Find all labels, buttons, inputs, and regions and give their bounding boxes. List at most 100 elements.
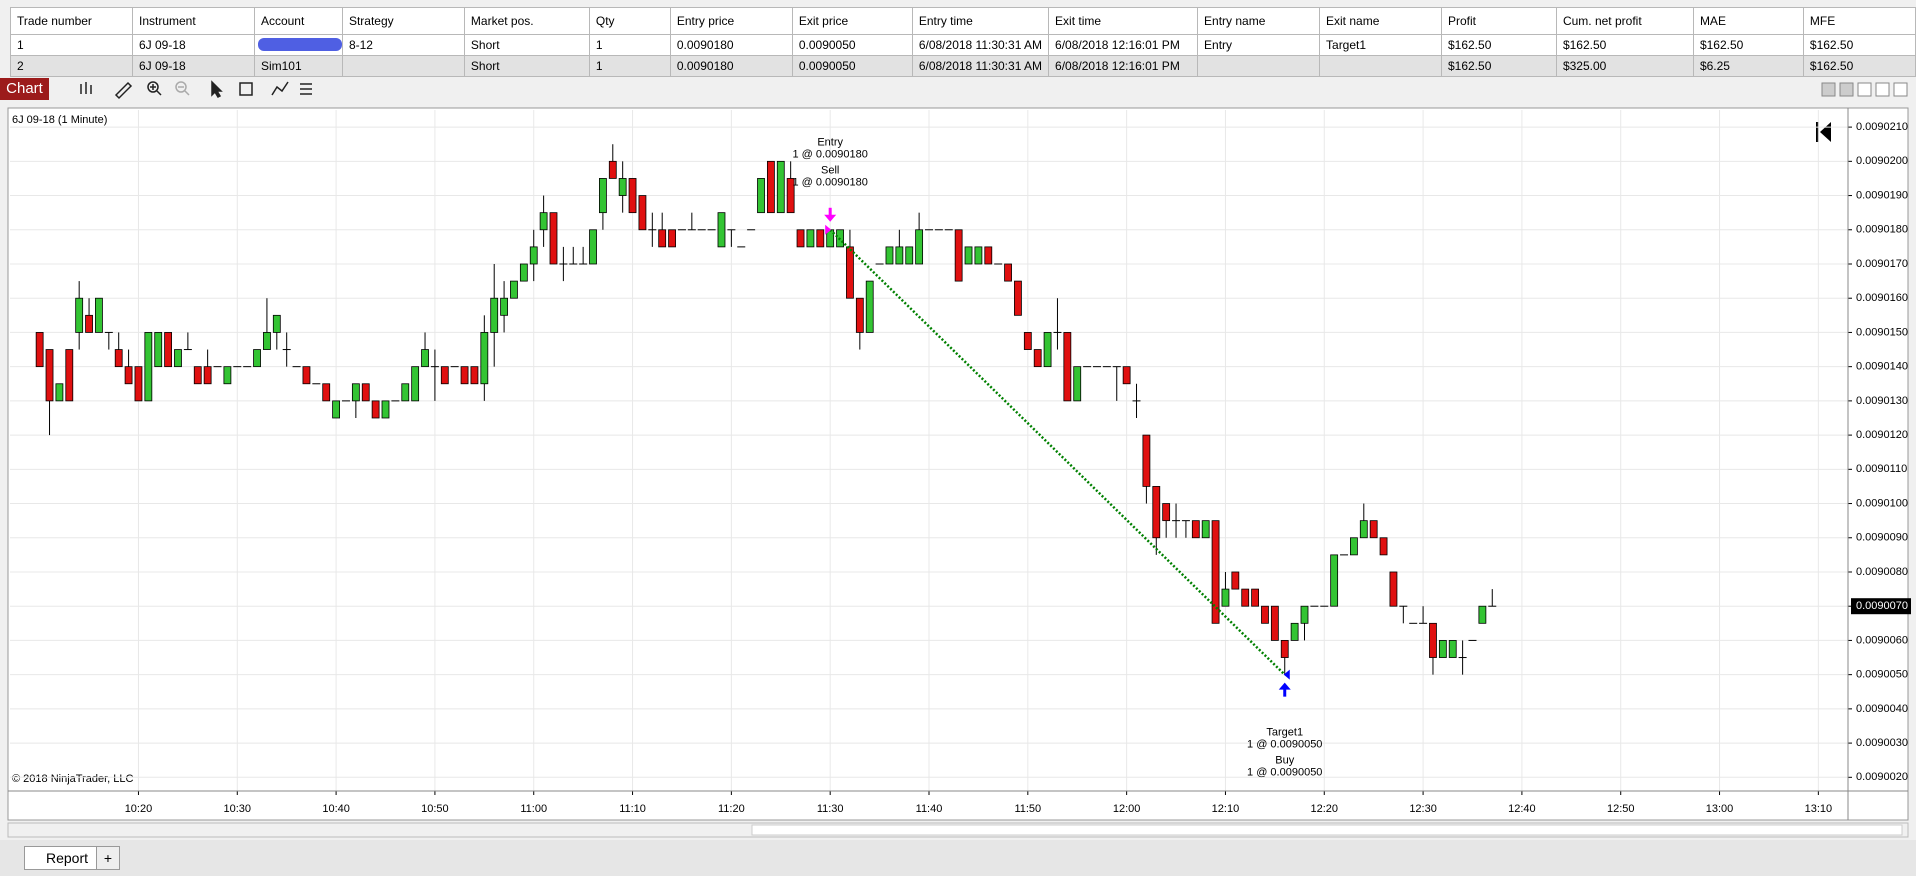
column-header: Profit (1440, 7, 1557, 35)
indicator-icon[interactable] (271, 81, 289, 96)
candle-body (322, 383, 331, 402)
candle-body (1122, 366, 1131, 385)
candle-body (1004, 263, 1012, 282)
close-button[interactable] (1893, 82, 1908, 97)
zoom-in-icon[interactable] (147, 81, 162, 96)
draw-icon[interactable] (114, 81, 133, 100)
column-header: Qty (588, 7, 671, 35)
x-tick-label: 12:00 (1113, 803, 1141, 815)
candle-body (1300, 605, 1309, 624)
execution-marker (825, 224, 832, 235)
candle-body (95, 297, 103, 333)
scrollbar-thumb[interactable] (751, 824, 1903, 836)
cell: 2 (10, 55, 133, 77)
y-tick-label: 0.0090020 (1856, 771, 1908, 783)
y-tick-label: 0.0090190 (1856, 189, 1908, 201)
x-tick-label: 13:00 (1706, 803, 1734, 815)
x-tick-label: 11:40 (916, 803, 943, 815)
candle-body (1389, 571, 1398, 607)
copyright: © 2018 NinjaTrader, LLC (12, 773, 133, 785)
x-tick-label: 12:30 (1409, 803, 1437, 815)
x-tick-label: 12:50 (1607, 803, 1635, 815)
candle-body (846, 246, 854, 299)
column-header: Market pos. (463, 7, 590, 35)
candle-body (154, 332, 163, 368)
candle-body (114, 349, 123, 368)
candle-body (381, 400, 390, 419)
x-tick-label: 13:10 (1805, 803, 1833, 815)
y-tick-label: 0.0090050 (1856, 669, 1908, 681)
cell: 6/08/2018 11:30:31 AM (911, 34, 1050, 56)
execution-name: Target1 (1266, 727, 1303, 739)
candle-body (1231, 571, 1240, 590)
chart-tab[interactable]: Chart (0, 78, 49, 100)
add-tab[interactable]: + (96, 846, 120, 870)
column-header: Strategy (341, 7, 465, 35)
window-button[interactable] (1839, 82, 1854, 97)
report-tab[interactable]: Report (24, 846, 110, 870)
candle-body (806, 229, 815, 248)
candle-body (193, 366, 202, 385)
candle-body (638, 195, 647, 231)
x-tick-label: 11:10 (619, 803, 646, 815)
y-tick-label: 0.0090120 (1856, 429, 1908, 441)
window-button[interactable] (1821, 82, 1836, 97)
candle-body (1023, 332, 1032, 350)
y-tick-label: 0.0090030 (1856, 737, 1908, 749)
data-box-icon[interactable] (239, 82, 253, 96)
candle-body (1043, 332, 1052, 368)
candle-body (954, 229, 963, 282)
cell: Sim101 (253, 55, 343, 77)
execution-action: Buy (1275, 755, 1294, 767)
pointer-icon[interactable] (211, 80, 223, 98)
chart-title: 6J 09-18 (1 Minute) (12, 114, 107, 126)
cell: Short (463, 55, 590, 77)
candle-body (124, 366, 133, 385)
execution-marker (1283, 669, 1290, 680)
candle-body (401, 383, 410, 402)
candle-body (658, 229, 667, 248)
x-tick-label: 10:40 (322, 803, 350, 815)
candle-body (1478, 605, 1487, 624)
candle-body (332, 400, 340, 419)
x-tick-label: 10:20 (125, 803, 153, 815)
candle-body (55, 383, 64, 402)
maximize-button[interactable] (1875, 82, 1890, 97)
candle-body (519, 263, 528, 282)
cell: 6J 09-18 (131, 34, 255, 56)
trade-row[interactable]: 1 6J 09-18 8-12 Short 1 0.0090180 0.0090050 6/0… (10, 34, 1916, 56)
candle-body (351, 383, 360, 402)
candle-body (549, 212, 558, 265)
list-icon[interactable] (300, 83, 312, 95)
cell: $162.50 (1555, 34, 1694, 56)
column-header: Trade number (10, 7, 133, 35)
candle-body (589, 229, 597, 265)
candle-body (816, 229, 825, 248)
candle-body (460, 366, 469, 385)
candle-body (766, 160, 775, 214)
trade-row[interactable]: 2 6J 09-18 Sim101 Short 1 0.0090180 0.0090050 6… (10, 55, 1916, 77)
candle-body (915, 229, 924, 265)
column-header: Cum. net profit (1555, 7, 1694, 35)
header-row: Trade number Instrument Account Strategy Mar… (10, 7, 1916, 35)
column-header: Exit price (791, 7, 913, 35)
candle-body (480, 332, 489, 385)
candle-body (1280, 640, 1289, 658)
y-tick-label: 0.0090060 (1856, 634, 1908, 646)
candle-body (776, 160, 785, 214)
candle-body (786, 178, 795, 214)
y-tick-label: 0.0090140 (1856, 361, 1908, 373)
candle-body (1142, 434, 1151, 487)
bars-icon[interactable] (80, 82, 92, 94)
candle-body (1211, 520, 1220, 624)
candle-body (796, 229, 805, 248)
zoom-out-icon[interactable] (175, 81, 190, 96)
toolbar-icons (80, 80, 1908, 100)
chart-panel (7, 107, 1909, 821)
redacted-account (258, 38, 342, 51)
column-header: Entry time (911, 7, 1050, 35)
candle-body (85, 314, 93, 333)
execution-label: 1 @ 0.0090180 (792, 149, 867, 161)
window-button[interactable] (1857, 82, 1872, 97)
